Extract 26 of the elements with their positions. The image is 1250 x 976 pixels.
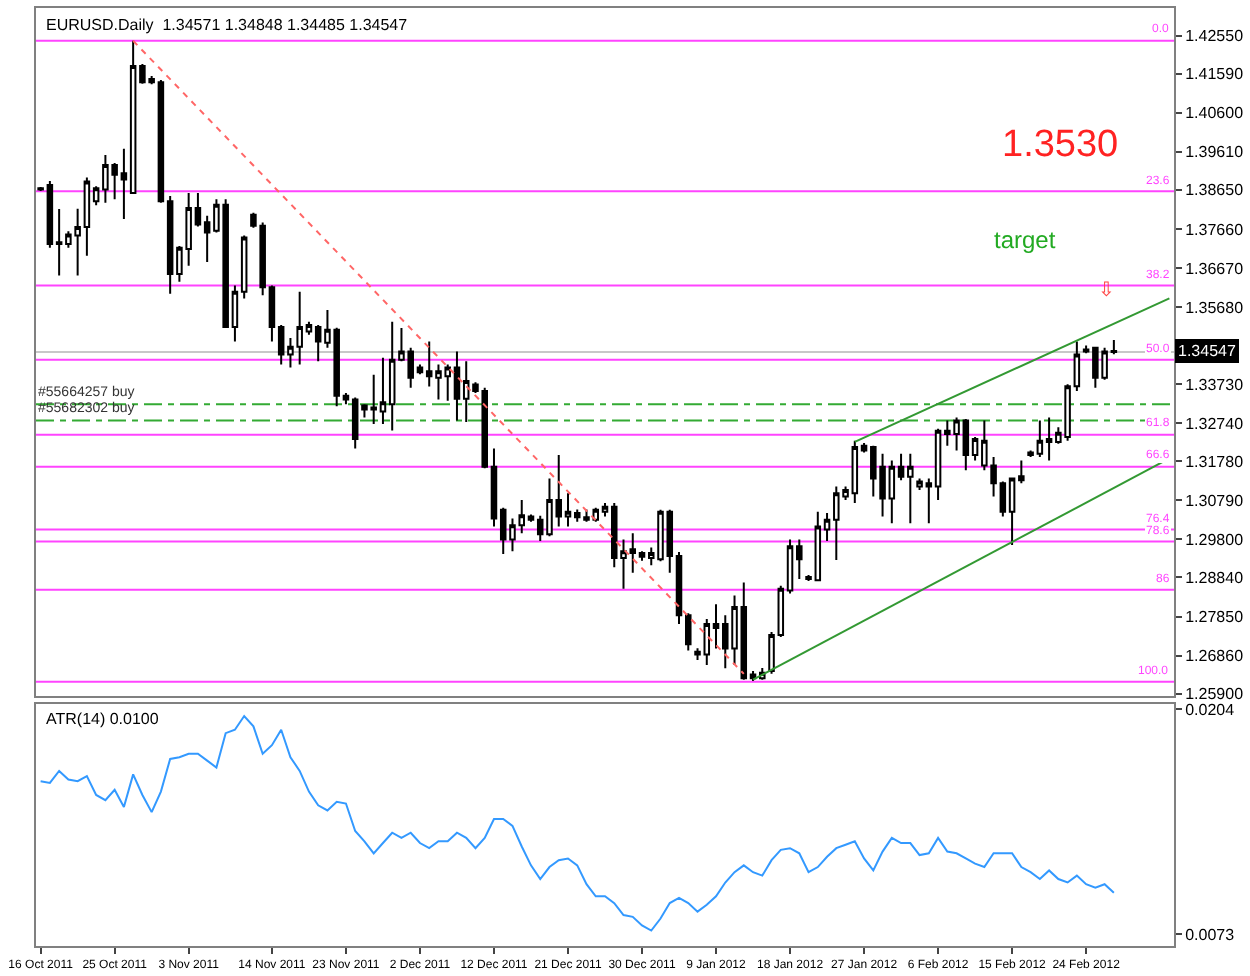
text: EURUSD.Daily 1.34571 1.34848 1.34485 1.34547 xyxy=(46,16,409,34)
line-series xyxy=(39,715,1115,932)
y-tick-label: 1.27850 xyxy=(1185,608,1245,627)
y-tick-label: 1.36670 xyxy=(1185,259,1245,278)
y-tick-label: 1.38650 xyxy=(1185,181,1245,200)
y-tick-label: 1.32740 xyxy=(1185,414,1245,433)
y-tick-label: 1.31780 xyxy=(1185,452,1245,471)
chart-title: ATR(14) 0.0100 xyxy=(46,710,160,728)
y-tick-label: 1.37660 xyxy=(1185,220,1245,239)
ref-line-label: 1.34547 xyxy=(1178,342,1237,360)
y-tick-label: 1.40600 xyxy=(1185,104,1245,123)
y-tick-label: 0.0204 xyxy=(1185,700,1236,719)
y-tick-label: 1.33730 xyxy=(1185,375,1245,394)
y-tick-label: 0.0073 xyxy=(1185,925,1236,944)
y-tick-label: 1.42550 xyxy=(1185,27,1245,46)
annotation: ⇩ xyxy=(1098,280,1114,302)
y-tick-label: 1.26860 xyxy=(1185,647,1245,666)
y-tick-label: 1.25900 xyxy=(1185,685,1245,704)
y-tick-label: 1.35680 xyxy=(1185,298,1245,317)
annotation: target xyxy=(994,226,1057,254)
y-tick-label: 1.41590 xyxy=(1185,65,1245,84)
y-tick-label: 1.39610 xyxy=(1185,143,1245,162)
y-tick-label: 1.30790 xyxy=(1185,491,1245,510)
y-tick-label: 1.29800 xyxy=(1185,531,1245,550)
y-tick-label: 1.28840 xyxy=(1185,569,1245,587)
annotation: 1.3530 xyxy=(1002,124,1119,166)
